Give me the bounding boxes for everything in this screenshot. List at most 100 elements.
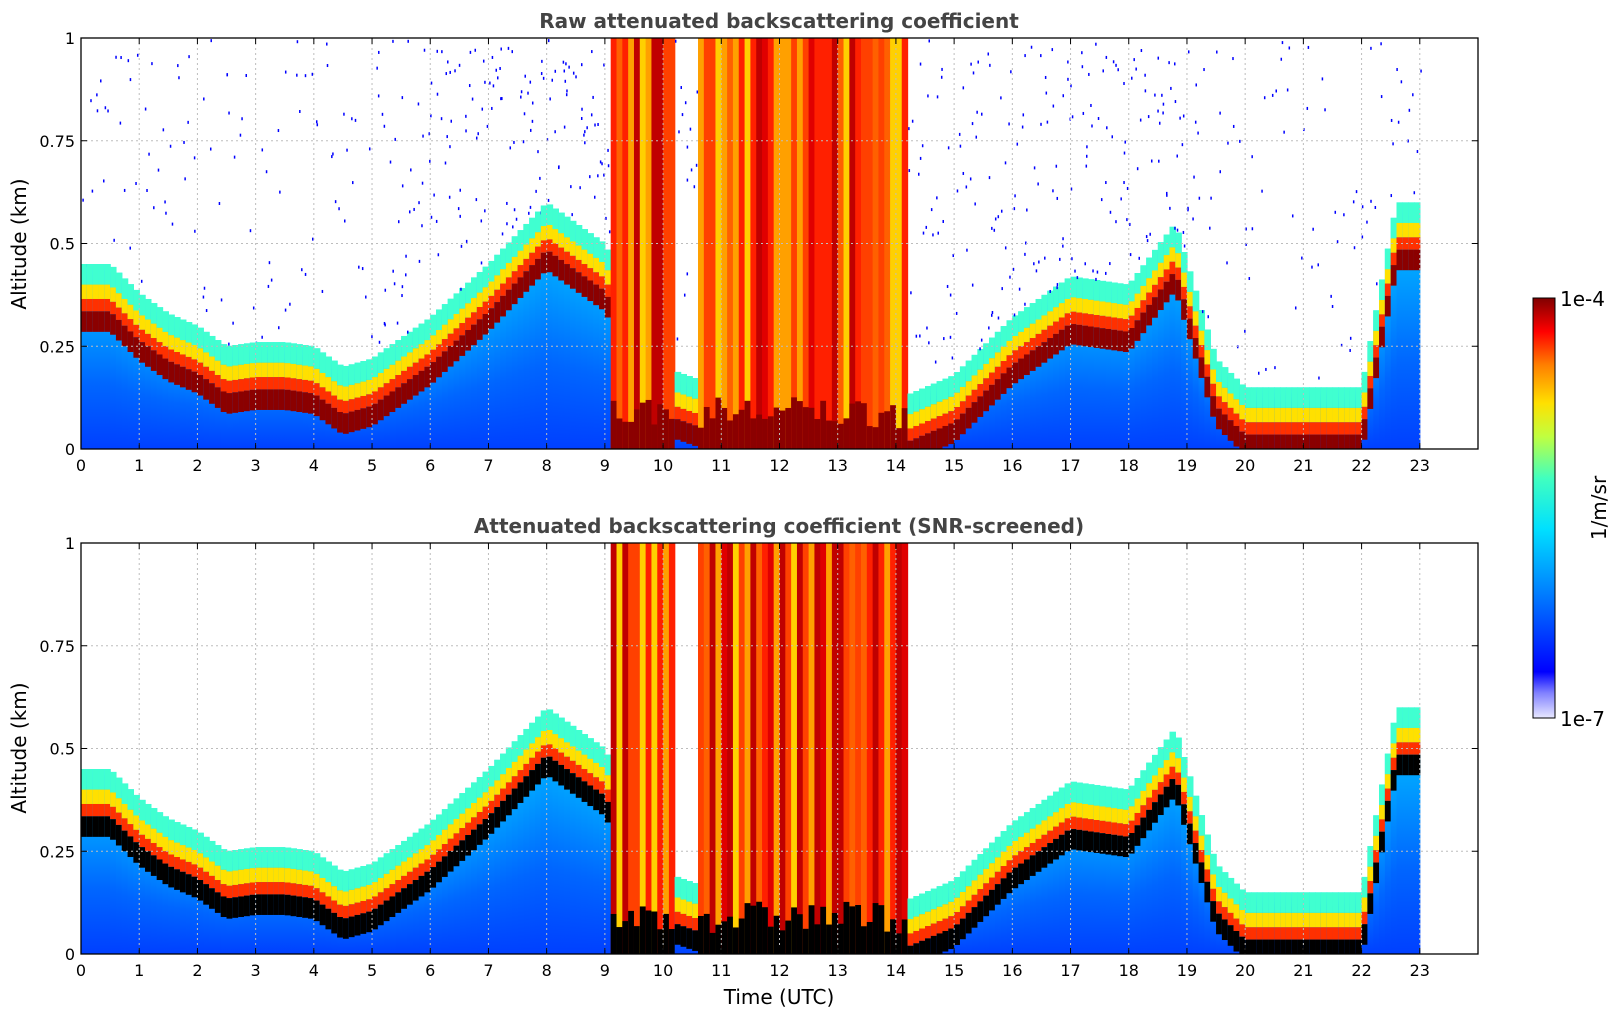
aerosol-layer-band <box>226 393 233 414</box>
heatmap-column <box>1402 707 1409 954</box>
aerosol-layer-band <box>1291 407 1299 423</box>
aerosol-layer-band <box>1216 382 1223 397</box>
noise-speck <box>241 117 243 121</box>
aerosol-layer-band <box>342 400 350 414</box>
aerosol-layer-band <box>942 883 949 905</box>
heatmap-column <box>750 38 757 449</box>
aerosol-layer-band <box>680 394 687 409</box>
aerosol-layer-band <box>1192 338 1200 359</box>
aerosol-layer-band <box>1355 912 1363 928</box>
aerosol-layer-band <box>1361 897 1369 912</box>
cloud-base-layer <box>831 912 839 954</box>
aerosol-layer-band <box>465 303 472 318</box>
aerosol-layer-band <box>209 875 216 889</box>
noise-speck <box>1201 310 1204 314</box>
aerosol-layer-band <box>505 747 513 769</box>
noise-speck <box>489 81 491 85</box>
heatmap-column <box>1058 282 1066 449</box>
aerosol-layer-band <box>110 819 117 840</box>
noise-speck <box>1105 271 1107 275</box>
aerosol-layer-band <box>948 396 955 412</box>
aerosol-layer-band <box>1367 881 1374 894</box>
heatmap-column <box>1390 722 1398 954</box>
aerosol-layer-band <box>1361 876 1369 898</box>
noise-speck <box>910 291 912 295</box>
aerosol-layer-band <box>104 298 111 312</box>
aerosol-layer-band <box>238 896 245 918</box>
noise-speck <box>1376 282 1378 286</box>
aerosol-layer-band <box>162 346 169 359</box>
aerosol-layer-band <box>337 917 344 938</box>
noise-speck <box>1052 189 1054 193</box>
noise-speck <box>1024 54 1026 58</box>
noise-speck <box>537 150 539 154</box>
aerosol-layer-band <box>1076 277 1083 299</box>
aerosol-layer-band <box>1303 892 1310 913</box>
x-tick-label: 2 <box>192 456 202 475</box>
aerosol-layer-band <box>942 918 949 931</box>
noise-speck <box>474 48 477 52</box>
aerosol-layer-band <box>191 371 199 393</box>
aerosol-layer-band <box>977 854 984 875</box>
noise-speck <box>1179 116 1181 120</box>
aerosol-layer-band <box>1408 707 1415 728</box>
aerosol-layer-band <box>331 407 338 429</box>
aerosol-layer-band <box>354 888 361 903</box>
aerosol-layer-band <box>1315 939 1322 954</box>
aerosol-layer-band <box>564 769 571 790</box>
aerosol-layer-band <box>1169 752 1176 767</box>
aerosol-layer-band <box>517 782 524 803</box>
aerosol-layer-band <box>913 411 920 426</box>
noise-speck <box>1170 86 1172 90</box>
heatmap-column <box>1088 784 1095 954</box>
noise-speck <box>1126 218 1128 222</box>
noise-speck <box>1105 181 1107 185</box>
aerosol-layer-band <box>1012 335 1019 351</box>
aerosol-layer-band <box>529 217 536 239</box>
noise-speck <box>1088 72 1090 76</box>
noise-speck <box>927 94 929 98</box>
noise-speck <box>232 321 234 325</box>
aerosol-layer-band <box>925 386 932 407</box>
aerosol-layer-band <box>191 345 199 360</box>
aerosol-layer-band <box>971 375 979 390</box>
aerosol-layer-band <box>1250 422 1258 435</box>
aerosol-layer-band <box>965 407 973 429</box>
heatmap-column <box>1157 747 1165 954</box>
aerosol-layer-band <box>179 845 187 860</box>
aerosol-layer-band <box>1053 321 1060 334</box>
aerosol-layer-band <box>936 428 944 449</box>
x-tick-label: 17 <box>1060 456 1080 475</box>
heatmap-column <box>866 38 874 449</box>
aerosol-layer-band <box>1029 843 1037 856</box>
aerosol-layer-band <box>447 333 455 347</box>
aerosol-layer-band <box>1245 434 1252 449</box>
aerosol-layer-band <box>1018 331 1025 347</box>
aerosol-layer-band <box>296 869 303 885</box>
aerosol-layer-band <box>150 338 158 351</box>
aerosol-layer-band <box>989 889 996 911</box>
noise-speck <box>1232 57 1234 61</box>
heatmap-column <box>651 543 658 954</box>
aerosol-layer-band <box>1088 784 1095 805</box>
aerosol-layer-band <box>505 277 513 290</box>
aerosol-layer-band <box>220 364 228 380</box>
heatmap-column <box>820 543 827 954</box>
aerosol-layer-band <box>482 792 490 807</box>
noise-speck <box>401 285 404 289</box>
aerosol-layer-band <box>267 867 274 883</box>
noise-speck <box>162 128 165 132</box>
aerosol-layer-band <box>505 782 513 795</box>
cloud-base-layer <box>814 419 821 449</box>
aerosol-layer-band <box>1053 307 1060 322</box>
aerosol-layer-band <box>1023 832 1031 848</box>
aerosol-layer-band <box>156 812 164 833</box>
heatmap-column <box>762 543 769 954</box>
noise-speck <box>529 128 532 132</box>
noise-speck <box>107 109 109 113</box>
noise-speck <box>279 190 281 194</box>
aerosol-layer-band <box>1373 357 1380 379</box>
aerosol-layer-band <box>179 824 187 846</box>
noise-speck <box>104 106 107 110</box>
aerosol-layer-band <box>214 340 222 361</box>
